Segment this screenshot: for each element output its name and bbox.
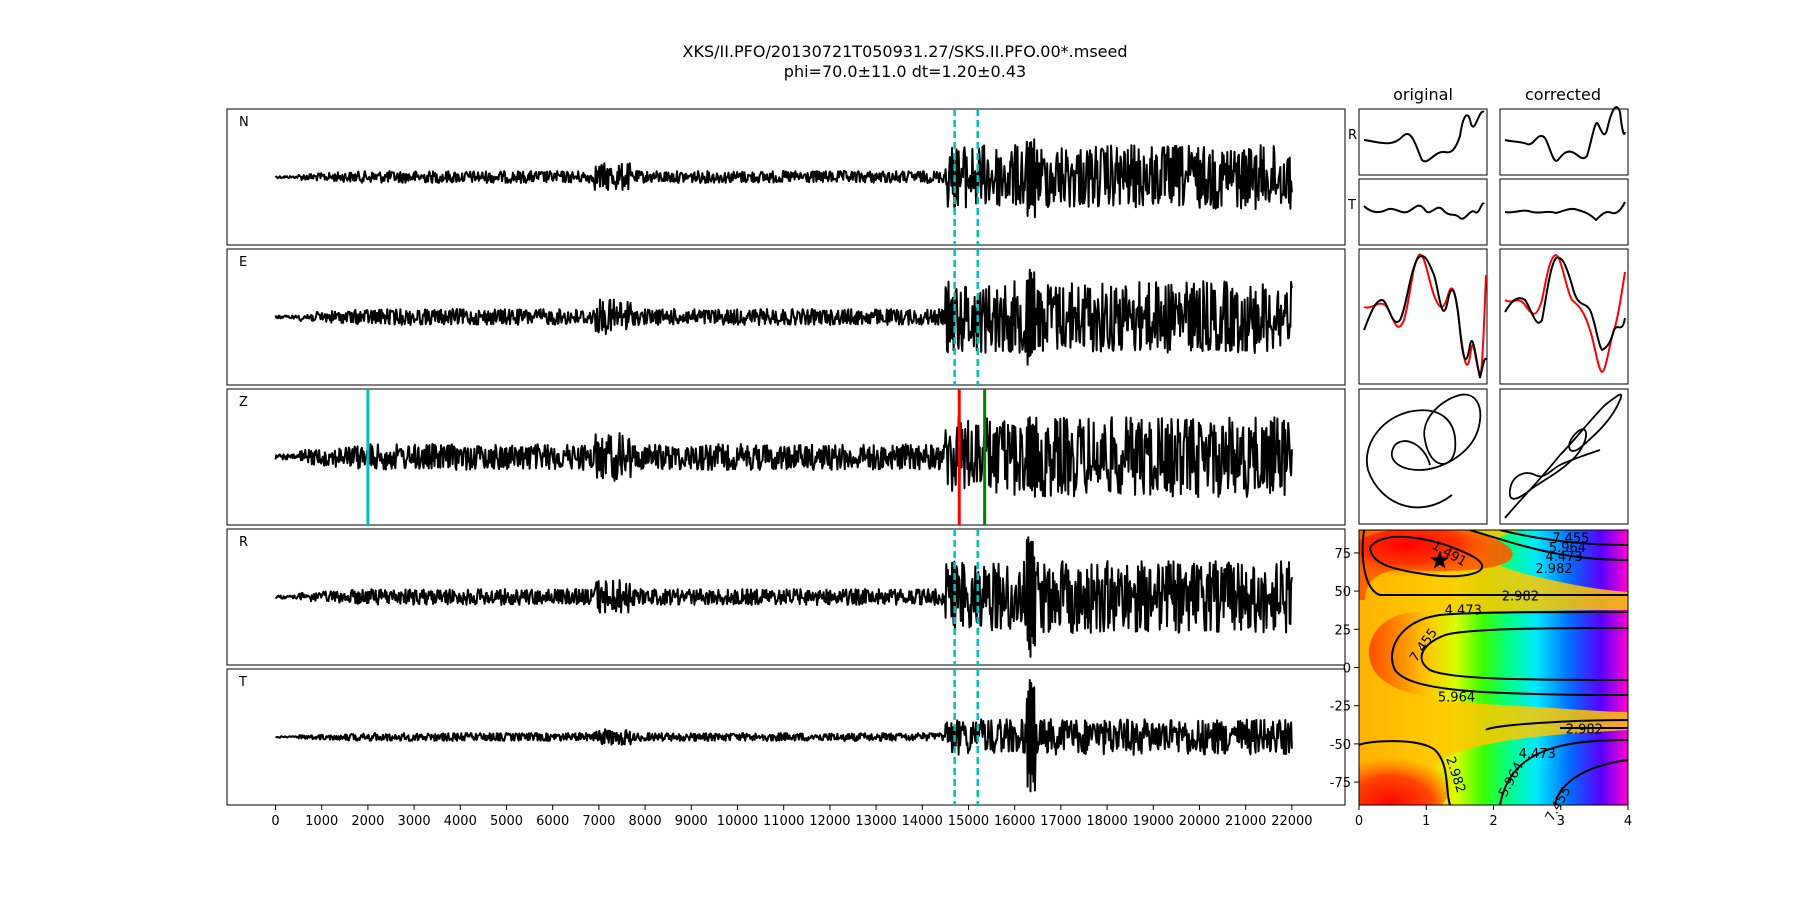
panel-label: R [239,535,248,550]
x-tick-label: 20000 [1179,814,1220,829]
heatmap-x-tick-label: 4 [1624,814,1632,829]
x-tick-label: 18000 [1086,814,1127,829]
waveform-panels: N E Z R T [226,108,1346,806]
contour-label: 2.982 [1535,562,1572,577]
best-fit-star [1430,550,1450,569]
time-axis: 0 1000 2000 3000 4000 5000 6000 7000 8000 9000 100… [271,805,1313,829]
x-tick-label: 11000 [763,814,804,829]
x-tick-label: 6000 [536,814,569,829]
x-tick-label: 21000 [1225,814,1266,829]
x-tick-label: 9000 [675,814,708,829]
heatmap-y-tick-label: 25 [1334,623,1351,638]
x-tick-label: 7000 [582,814,615,829]
contour-label: 2.982 [1502,590,1539,605]
panel-label: Z [239,395,248,410]
heatmap-y-tick-label: -25 [1330,700,1351,715]
x-tick-label: 19000 [1133,814,1174,829]
contour-label: 4.473 [1519,747,1556,762]
x-tick-label: 12000 [809,814,850,829]
x-tick-label: 3000 [398,814,431,829]
x-tick-label: 22000 [1271,814,1312,829]
column-header-corrected: corrected [1525,85,1601,104]
x-tick-label: 17000 [1040,814,1081,829]
contour-label: 4.473 [1546,550,1583,565]
panel-z: Z [226,388,1346,526]
small-panel-original-r [1358,108,1488,176]
small-panel-original-ne [1358,248,1488,385]
particle-motion-corrected [1499,388,1629,525]
panel-r: R [226,528,1346,666]
heatmap-y-tick-label: 0 [1343,662,1351,677]
heatmap-y-tick-label: -50 [1330,738,1351,753]
heatmap-y-tick-label: 75 [1334,547,1351,562]
x-tick-label: 5000 [490,814,523,829]
panel-n: N [226,108,1346,246]
x-tick-label: 2000 [351,814,384,829]
figure-subtitle: phi=70.0±11.0 dt=1.20±0.43 [784,62,1026,81]
contour-label: 2.982 [1566,723,1603,738]
small-panel-corrected-r [1499,106,1629,176]
heatmap-x-tick-label: 1 [1422,814,1430,829]
small-panel-corrected-ne [1499,248,1629,385]
heatmap-x-tick-label: 3 [1557,814,1565,829]
small-panel-original-t [1358,178,1488,246]
heatmap-x-tick-label: 0 [1355,814,1363,829]
x-tick-label: 8000 [629,814,662,829]
x-tick-label: 16000 [994,814,1035,829]
figure-title: XKS/II.PFO/20130721T050931.27/SKS.II.PFO… [683,42,1128,61]
x-tick-label: 0 [271,814,279,829]
panel-label: N [239,115,249,130]
error-surface-heatmap: 1.491 7.4555.9644.4732.9822.9824.4737.455… [1330,529,1632,829]
contour-label: 4.473 [1445,603,1482,618]
x-tick-label: 13000 [855,814,896,829]
panel-label: T [238,675,247,690]
contour-label: 7.455 [1552,532,1589,547]
particle-motion-original [1358,388,1488,525]
contour-label: 5.964 [1549,541,1586,556]
row-label-r: R [1348,128,1357,143]
row-label-t: T [1347,198,1356,213]
contour-label: 5.964 [1438,691,1475,706]
x-tick-label: 4000 [444,814,477,829]
small-panel-corrected-t [1499,178,1629,246]
x-tick-label: 10000 [717,814,758,829]
heatmap-axes: 0 1 2 3 4 -75 -50 -25 0 25 50 75 [1330,547,1632,829]
panel-t: T [226,668,1346,806]
column-header-original: original [1393,85,1453,104]
x-tick-label: 1000 [305,814,338,829]
x-tick-label: 14000 [902,814,943,829]
panel-e: E [226,248,1346,386]
x-tick-label: 15000 [948,814,989,829]
panel-label: E [239,255,247,270]
heatmap-y-tick-label: -75 [1330,776,1351,791]
heatmap-y-tick-label: 50 [1334,585,1351,600]
heatmap-x-tick-label: 2 [1489,814,1497,829]
